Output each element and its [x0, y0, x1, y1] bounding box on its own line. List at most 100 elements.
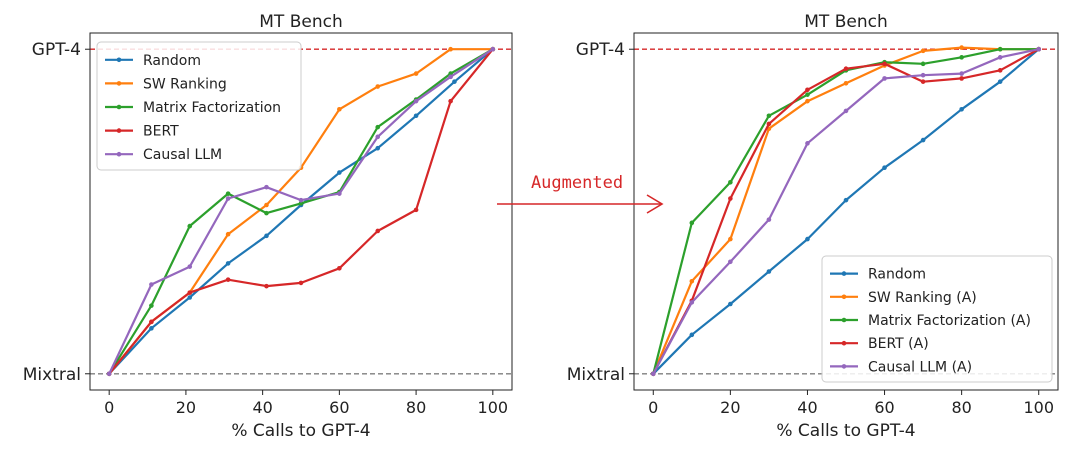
right-legend-marker-4: [841, 364, 847, 369]
left-series-0-point-4: [264, 233, 269, 239]
right-series-4-point-5: [843, 108, 849, 114]
left-xtick-label-0: 0: [104, 398, 114, 417]
right-series-4-point-2: [728, 259, 733, 265]
left-legend-marker-0: [116, 57, 122, 63]
left-series-1-point-4: [264, 202, 269, 208]
right-series-0-point-1: [689, 332, 695, 338]
right-legend-label-3: BERT (A): [868, 336, 929, 352]
right-xtick-label-2: 40: [797, 398, 817, 417]
right-series-0-point-2: [728, 301, 733, 307]
right-series-1-point-2: [728, 236, 733, 242]
right-legend-label-1: SW Ranking (A): [868, 290, 977, 306]
left-xtick-label-4: 80: [406, 398, 426, 417]
right-series-3-point-3: [766, 121, 772, 127]
left-ytick-label-1: GPT-4: [32, 40, 81, 60]
right-legend-marker-1: [841, 294, 847, 300]
chart-left: MT Bench 0 20 40 60 80 100 Mixtral GPT-4 % Calls …: [23, 12, 513, 441]
right-series-0-point-6: [882, 165, 887, 170]
left-series-4-point-4: [264, 184, 269, 190]
right-ytick-label-1: GPT-4: [576, 40, 625, 60]
right-ytick-label-0: Mixtral: [567, 365, 625, 385]
left-legend-marker-4: [116, 151, 122, 157]
right-series-3-point-7: [920, 79, 926, 84]
left-series-2-point-7: [375, 124, 381, 130]
right-legend-box: [821, 255, 1053, 383]
left-series-1-point-9: [448, 46, 453, 52]
right-series-0-point-3: [766, 269, 772, 274]
left-legend-label-2: Matrix Factorization: [143, 100, 281, 116]
left-series-1-point-8: [413, 71, 419, 76]
left-series-2-point-1: [149, 303, 154, 308]
left-series-2-point-3: [225, 191, 231, 196]
left-legend-label-4: Causal LLM: [143, 147, 222, 163]
left-series-0-point-1: [149, 326, 154, 331]
right-xtick-label-0: 0: [648, 398, 658, 417]
left-series-0-point-2: [187, 295, 193, 300]
right-chart-title: MT Bench: [804, 12, 887, 32]
right-series-4-point-7: [920, 72, 926, 78]
arrow-head-icon: [646, 194, 664, 214]
left-series-0-point-6: [337, 170, 342, 175]
right-xtick-label-5: 100: [1023, 398, 1054, 417]
left-series-0-point-3: [225, 261, 231, 266]
right-x-axis-label: % Calls to GPT-4: [776, 421, 915, 441]
left-series-4-point-9: [448, 74, 453, 80]
right-series-0-point-4: [805, 236, 810, 242]
left-series-4-point-5: [298, 197, 304, 203]
right-series-2-point-3: [766, 113, 772, 119]
left-series-3-point-7: [375, 228, 381, 234]
left-xtick-label-1: 20: [176, 398, 196, 417]
left-series-3-point-9: [448, 98, 453, 104]
left-xtick-label-5: 100: [478, 398, 509, 417]
left-series-4-point-1: [149, 282, 154, 287]
right-series-1-point-5: [843, 81, 849, 86]
right-series-4-point-1: [689, 300, 695, 305]
left-series-3-point-4: [264, 283, 269, 289]
right-legend: Random SW Ranking (A) Matrix Factorization…: [821, 255, 1053, 383]
right-series-1-point-8: [959, 45, 964, 50]
left-series-0-point-8: [413, 113, 419, 119]
right-series-3-point-2: [728, 196, 733, 201]
left-series-2-point-9: [448, 71, 453, 76]
right-series-4-point-3: [766, 217, 772, 222]
left-series-4-point-10: [490, 46, 496, 52]
right-series-0-point-7: [920, 137, 926, 143]
right-series-4-point-0: [650, 371, 656, 377]
right-series-4-point-4: [805, 141, 810, 146]
right-legend-marker-2: [841, 317, 847, 323]
left-series-4-point-2: [187, 264, 193, 269]
right-series-2-point-1: [689, 220, 695, 226]
right-series-1-point-4: [805, 98, 810, 104]
right-legend-label-4: Causal LLM (A): [868, 359, 972, 375]
right-series-4-point-8: [959, 71, 964, 76]
chart-right: MT Bench 0 20 40 60 80 100 Mixtral GPT-4 % Calls …: [567, 12, 1059, 441]
left-legend: Random SW Ranking Matrix Factorization BERT…: [96, 41, 302, 171]
right-series-0-point-5: [843, 197, 849, 203]
right-series-2-point-4: [805, 92, 810, 97]
left-series-3-point-6: [337, 265, 342, 271]
right-series-2-point-9: [997, 46, 1003, 52]
right-series-3-point-8: [959, 76, 964, 81]
left-series-1-point-7: [375, 84, 381, 89]
left-series-4-point-3: [225, 196, 231, 201]
right-xtick-label-3: 60: [874, 398, 894, 417]
left-series-3-point-5: [298, 280, 304, 286]
right-series-3-point-4: [805, 87, 810, 93]
right-series-1-point-1: [689, 278, 695, 284]
left-series-3-point-8: [413, 207, 419, 213]
right-series-3-point-6: [882, 61, 887, 67]
left-chart-title: MT Bench: [259, 12, 342, 32]
right-legend-marker-0: [841, 271, 847, 276]
left-series-3-point-1: [149, 319, 154, 325]
left-series-4-point-7: [375, 134, 381, 140]
left-series-4-point-6: [337, 191, 342, 196]
left-xtick-label-3: 60: [329, 398, 349, 417]
left-x-axis-label: % Calls to GPT-4: [231, 421, 370, 441]
right-series-2-point-7: [920, 61, 926, 67]
right-xtick-label-4: 80: [951, 398, 971, 417]
right-series-3-point-5: [843, 66, 849, 71]
left-series-1-point-6: [337, 106, 342, 112]
left-legend-marker-1: [116, 81, 122, 86]
left-series-0-point-9: [452, 79, 457, 84]
right-series-0-point-9: [997, 79, 1003, 84]
